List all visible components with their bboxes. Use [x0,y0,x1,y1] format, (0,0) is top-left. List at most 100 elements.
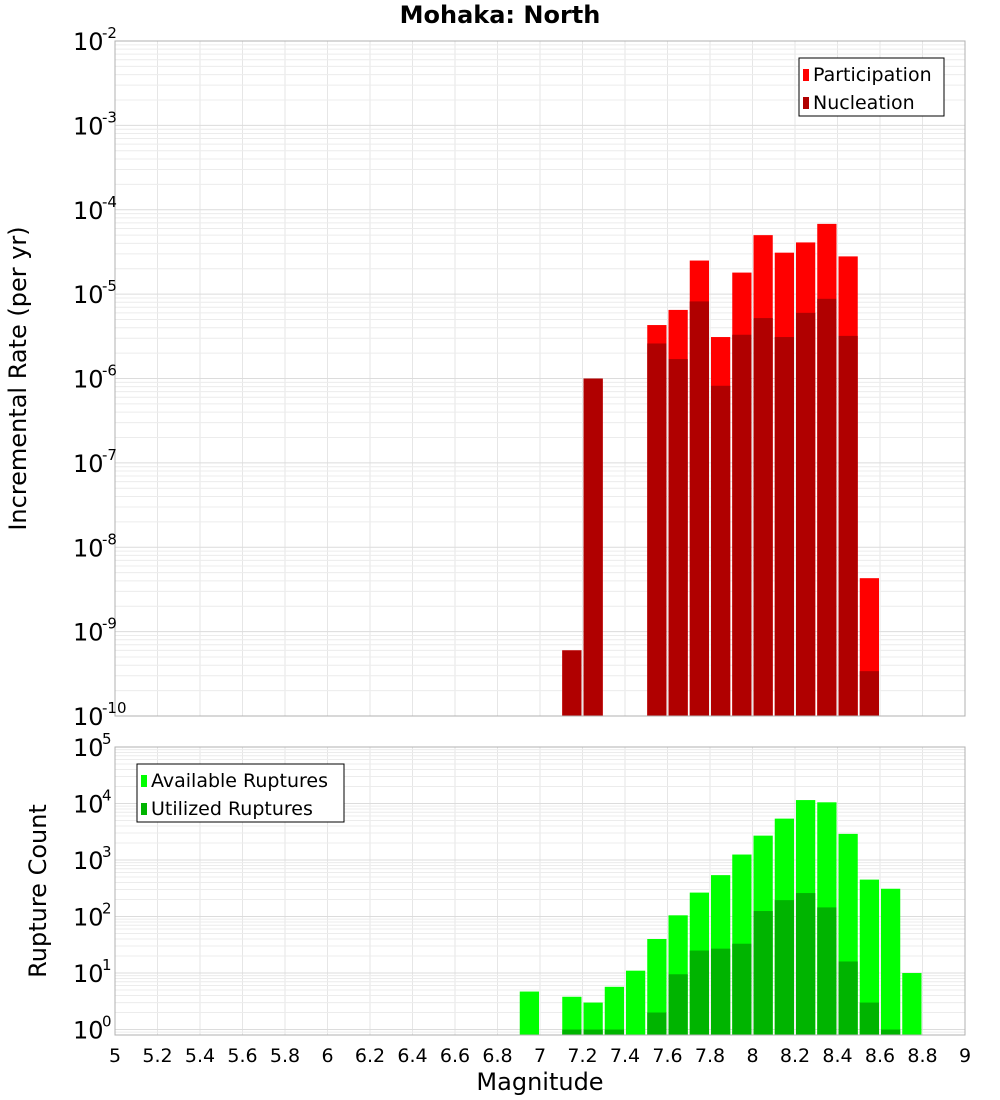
x-tick-label: 8.2 [780,1045,810,1067]
y-tick-exponent: 0 [102,1013,112,1031]
y-tick-label: 10 [73,904,104,932]
y-tick-label: 10 [73,366,104,394]
x-tick-label: 5 [109,1045,121,1067]
top-bars [562,223,879,716]
bar-available-ruptures [626,970,646,1035]
y-tick-label: 10 [73,112,104,140]
y-tick-exponent: -9 [102,615,117,633]
bottom-y-axis-label: Rupture Count [24,804,52,978]
bar-nucleation [859,671,879,716]
bar-available-ruptures [881,888,901,1035]
x-tick-label: 7.8 [695,1045,725,1067]
bottom-plot-frame [114,746,966,1036]
bar-utilized-ruptures [689,950,709,1035]
bar-nucleation [668,359,688,716]
y-tick-exponent: 2 [102,900,112,918]
x-tick-label: 6 [321,1045,333,1067]
top-y-axis-label: Incremental Rate (per yr) [4,226,32,530]
bar-nucleation [753,318,773,716]
x-tick-label: 9 [959,1045,971,1067]
bar-utilized-ruptures [583,1029,603,1035]
x-tick-label: 8.8 [907,1045,937,1067]
y-tick-label: 10 [73,619,104,647]
legend-label-utilized-ruptures: Utilized Ruptures [151,798,313,820]
bottom-legend-box [136,763,345,823]
top-legend-box [798,57,945,117]
x-tick-label: 5.2 [142,1045,172,1067]
bar-utilized-ruptures [881,1029,901,1035]
y-tick-exponent: -10 [102,699,127,717]
bar-utilized-ruptures [604,1029,624,1035]
y-tick-exponent: -8 [102,530,117,548]
top-grid [114,41,966,717]
top-y-ticks: 10-210-310-410-510-610-710-810-910-10 [73,24,127,731]
y-tick-label: 10 [73,734,104,762]
bottom-bars [519,800,922,1035]
x-tick-label: 8.6 [865,1045,895,1067]
y-tick-exponent: 1 [102,956,112,974]
top-plot-frame [114,40,966,717]
y-tick-exponent: 5 [102,730,112,748]
x-tick-label: 7.6 [652,1045,682,1067]
bar-nucleation [562,650,582,716]
bar-nucleation [711,385,731,716]
x-tick-label: 6.6 [440,1045,470,1067]
y-tick-exponent: -3 [102,108,117,126]
bar-utilized-ruptures [753,911,773,1035]
bar-utilized-ruptures [562,1029,582,1035]
bar-available-ruptures [562,996,582,1035]
bar-utilized-ruptures [647,1012,667,1035]
bar-utilized-ruptures [817,907,837,1035]
x-tick-label: 8.4 [822,1045,852,1067]
y-tick-exponent: -4 [102,193,117,211]
bar-nucleation [689,301,709,716]
x-axis-ticks: 5 5.2 5.4 5.6 5.8 6 6.2 6.4 6.6 6.8 7 7.2 7.4 7.6 7.8 8… [109,1045,971,1067]
y-tick-label: 10 [73,703,104,731]
x-tick-label: 5.4 [185,1045,215,1067]
bar-utilized-ruptures [838,961,858,1035]
x-tick-label: 6.4 [397,1045,427,1067]
legend-swatch-nucleation [803,97,809,109]
bar-available-ruptures [583,1002,603,1035]
x-tick-label: 7.2 [567,1045,597,1067]
legend-label-nucleation: Nucleation [813,92,915,114]
y-tick-exponent: 4 [102,787,112,805]
y-tick-label: 10 [73,847,104,875]
bar-nucleation [838,335,858,716]
y-tick-exponent: -5 [102,277,117,295]
y-tick-exponent: 3 [102,843,112,861]
x-tick-label: 5.6 [227,1045,257,1067]
x-tick-label: 8 [746,1045,758,1067]
y-tick-label: 10 [73,197,104,225]
bar-nucleation [647,343,667,716]
bar-nucleation [732,334,752,716]
y-tick-label: 10 [73,791,104,819]
bar-nucleation [774,337,794,716]
bar-utilized-ruptures [668,974,688,1035]
x-tick-label: 7 [534,1045,546,1067]
y-tick-exponent: -7 [102,446,117,464]
x-tick-label: 6.8 [482,1045,512,1067]
y-tick-exponent: -6 [102,362,117,380]
chart-title: Mohaka: North [400,1,601,29]
bar-utilized-ruptures [796,893,816,1035]
y-tick-label: 10 [73,450,104,478]
bar-available-ruptures [902,973,922,1035]
y-tick-label: 10 [73,960,104,988]
bar-nucleation [796,312,816,716]
x-axis-label: Magnitude [476,1068,603,1096]
bar-available-ruptures [604,986,624,1035]
legend-label-participation: Participation [813,64,932,86]
bar-utilized-ruptures [711,948,731,1035]
top-legend: Participation Nucleation [798,57,945,117]
x-tick-label: 7.4 [610,1045,640,1067]
top-panel-incremental-rate: 10-210-310-410-510-610-710-810-910-10 In… [4,24,966,731]
legend-swatch-utilized-ruptures [141,803,147,815]
x-tick-label: 6.2 [355,1045,385,1067]
x-tick-label: 5.8 [270,1045,300,1067]
bottom-legend: Available Ruptures Utilized Ruptures [136,763,345,823]
bar-utilized-ruptures [732,943,752,1035]
